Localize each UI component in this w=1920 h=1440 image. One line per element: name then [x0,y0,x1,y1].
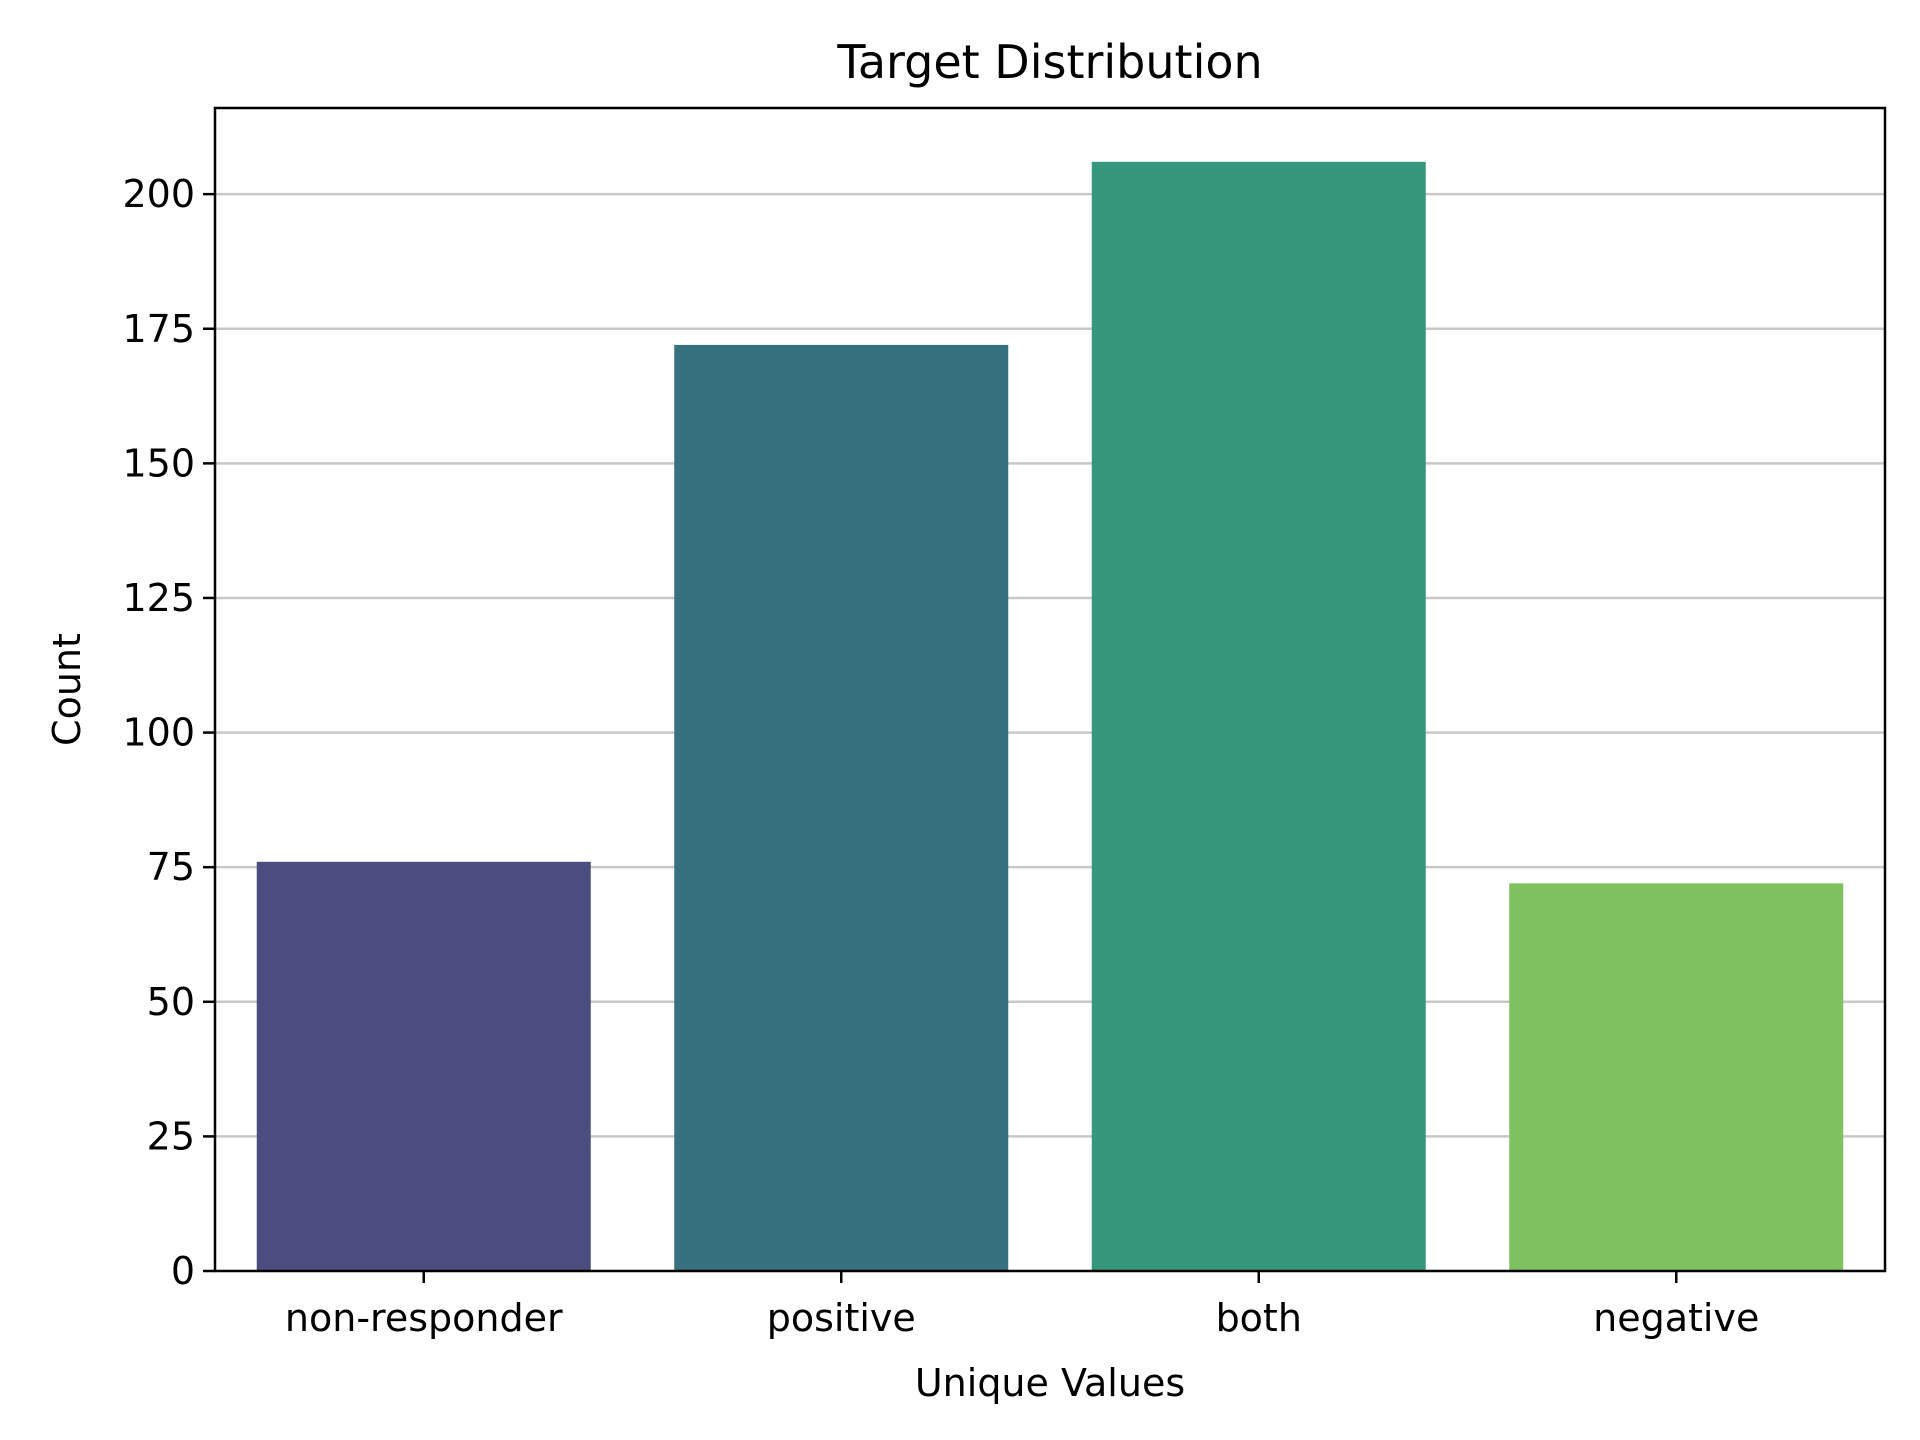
y-tick-label: 100 [122,711,195,755]
bar-negative [1509,883,1844,1271]
bars [256,161,1844,1272]
bar-non-responder [256,861,591,1271]
bar-both [1091,161,1426,1272]
x-tick-label: negative [1593,1296,1759,1340]
x-tick-label: positive [767,1296,916,1340]
y-tick-label: 50 [147,980,195,1024]
x-axis-ticks: non-responder positive both negative [285,1271,1759,1340]
y-axis-ticks: 0 25 50 75 100 125 150 175 200 [122,172,215,1293]
y-axis-label: Count [45,633,89,746]
plot-frame [213,106,1887,1273]
y-tick-label: 125 [122,576,195,620]
y-tick-label: 25 [147,1114,195,1158]
x-tick-label: non-responder [285,1296,563,1340]
y-tick-label: 75 [147,845,195,889]
y-tick-label: 0 [171,1249,195,1293]
x-tick-label: both [1216,1296,1302,1340]
bar-positive [674,344,1009,1271]
chart-title: Target Distribution [836,35,1262,89]
y-tick-label: 150 [122,441,195,485]
y-tick-label: 200 [122,172,195,216]
y-tick-label: 175 [122,307,195,351]
x-axis-label: Unique Values [915,1361,1185,1405]
